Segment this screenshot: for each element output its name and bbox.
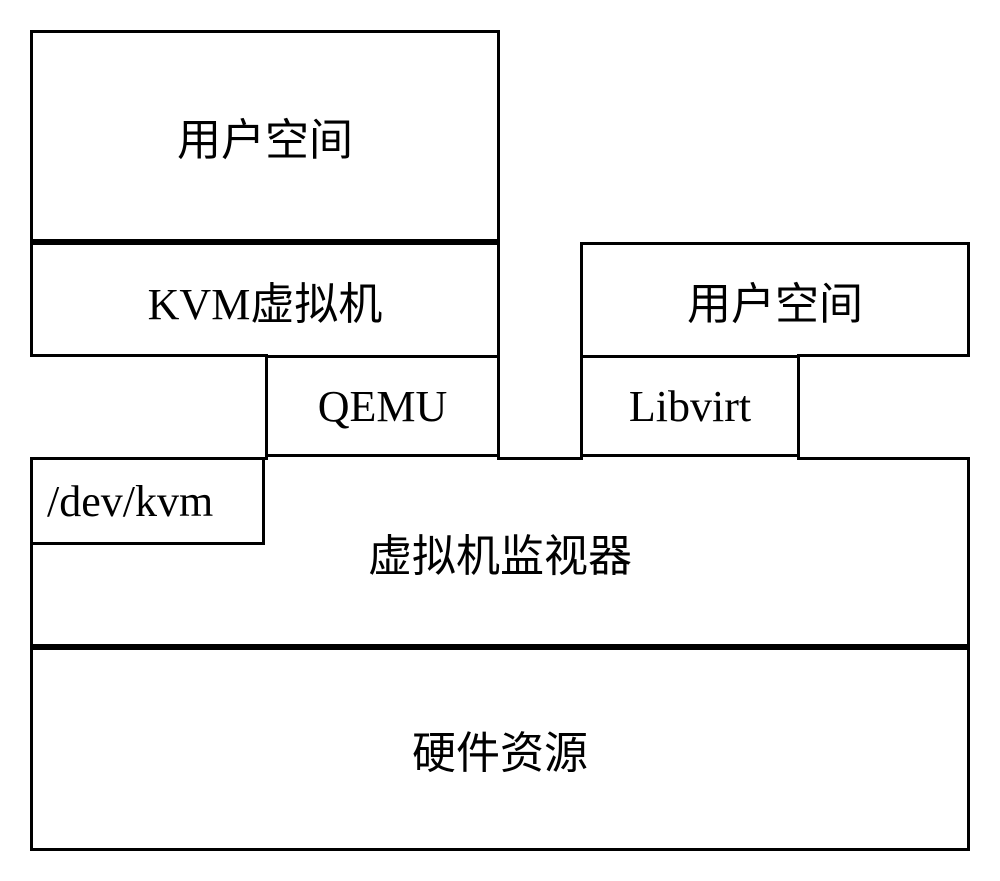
label-hardware: 硬件资源: [412, 717, 588, 781]
box-qemu: QEMU: [265, 355, 500, 457]
label-vmm: 虚拟机监视器: [368, 520, 632, 584]
label-userspace-right: 用户空间: [687, 268, 863, 332]
kvm-architecture-diagram: 用户空间 KVM虚拟机 用户空间 QEMU Libvirt 虚拟机监视器 /de…: [30, 30, 970, 851]
box-hardware: 硬件资源: [30, 647, 970, 851]
box-devkvm: /dev/kvm: [30, 457, 265, 545]
label-devkvm: /dev/kvm: [47, 476, 213, 527]
label-libvirt: Libvirt: [629, 381, 751, 432]
box-kvm-vm: KVM虚拟机: [30, 242, 500, 357]
box-userspace-right: 用户空间: [580, 242, 970, 357]
label-kvm-vm: KVM虚拟机: [148, 268, 383, 332]
box-userspace-top: 用户空间: [30, 30, 500, 242]
label-qemu: QEMU: [318, 381, 448, 432]
label-userspace-top: 用户空间: [177, 104, 353, 168]
box-libvirt: Libvirt: [580, 355, 800, 457]
